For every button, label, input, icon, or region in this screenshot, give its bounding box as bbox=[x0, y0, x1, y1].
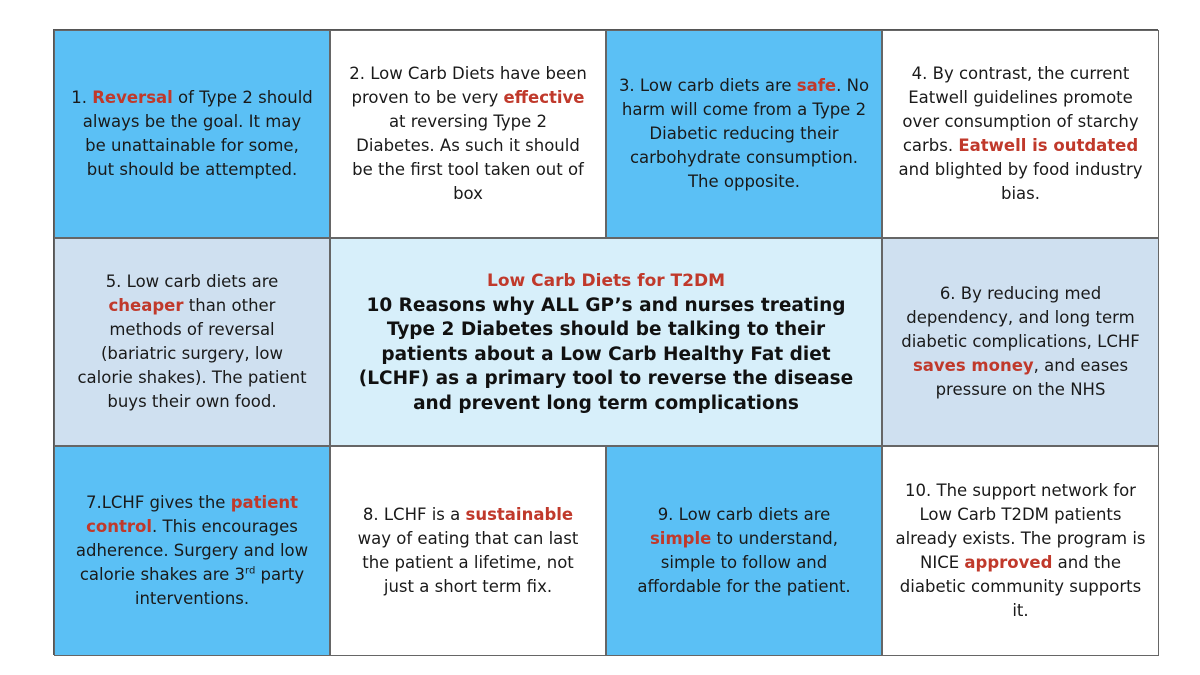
reason-1-text: 1. Reversal of Type 2 should always be t… bbox=[71, 88, 313, 179]
reason-8-text: 8. LCHF is a sustainable way of eating t… bbox=[357, 505, 579, 596]
reason-2-highlight: effective bbox=[503, 88, 585, 107]
reason-4: 4. By contrast, the current Eatwell guid… bbox=[882, 30, 1159, 238]
reason-9: 9. Low carb diets are simple to understa… bbox=[606, 446, 882, 656]
reason-3-highlight: safe bbox=[796, 76, 837, 95]
reason-8: 8. LCHF is a sustainable way of eating t… bbox=[330, 446, 606, 656]
reason-2-text: 2. Low Carb Diets have been proven to be… bbox=[349, 64, 587, 203]
reason-6: 6. By reducing med dependency, and long … bbox=[882, 238, 1159, 446]
reason-8-highlight: sustainable bbox=[465, 505, 574, 524]
reason-9-highlight: simple bbox=[649, 529, 712, 548]
reason-10: 10. The support network for Low Carb T2D… bbox=[882, 446, 1159, 656]
reason-7-highlight: patient control bbox=[86, 493, 299, 536]
reason-6-highlight: saves money bbox=[912, 356, 1034, 375]
reason-5-highlight: cheaper bbox=[108, 296, 184, 315]
reason-4-text: 4. By contrast, the current Eatwell guid… bbox=[898, 64, 1143, 203]
reason-5-text: 5. Low carb diets are cheaper than other… bbox=[77, 272, 307, 411]
reason-7: 7.LCHF gives the patient control. This e… bbox=[54, 446, 330, 656]
reason-3: 3. Low carb diets are safe. No harm will… bbox=[606, 30, 882, 238]
reason-4-highlight: Eatwell is outdated bbox=[958, 136, 1139, 155]
reason-2: 2. Low Carb Diets have been proven to be… bbox=[330, 30, 606, 238]
center-body: 10 Reasons why ALL GP’s and nurses treat… bbox=[358, 294, 854, 414]
reason-3-text: 3. Low carb diets are safe. No harm will… bbox=[618, 76, 870, 191]
reason-10-text: 10. The support network for Low Carb T2D… bbox=[895, 481, 1146, 620]
center-title: Low Carb Diets for T2DM bbox=[486, 270, 726, 291]
reason-10-highlight: approved bbox=[964, 553, 1053, 572]
center-panel: Low Carb Diets for T2DM 10 Reasons why A… bbox=[330, 238, 882, 446]
reason-5: 5. Low carb diets are cheaper than other… bbox=[54, 238, 330, 446]
reason-1: 1. Reversal of Type 2 should always be t… bbox=[54, 30, 330, 238]
reason-9-text: 9. Low carb diets are simple to understa… bbox=[637, 505, 851, 596]
reason-7-text: 7.LCHF gives the patient control. This e… bbox=[75, 493, 309, 608]
reasons-grid: 1. Reversal of Type 2 should always be t… bbox=[53, 29, 1159, 656]
reason-1-highlight: Reversal bbox=[92, 88, 173, 107]
reason-6-text: 6. By reducing med dependency, and long … bbox=[901, 284, 1140, 399]
